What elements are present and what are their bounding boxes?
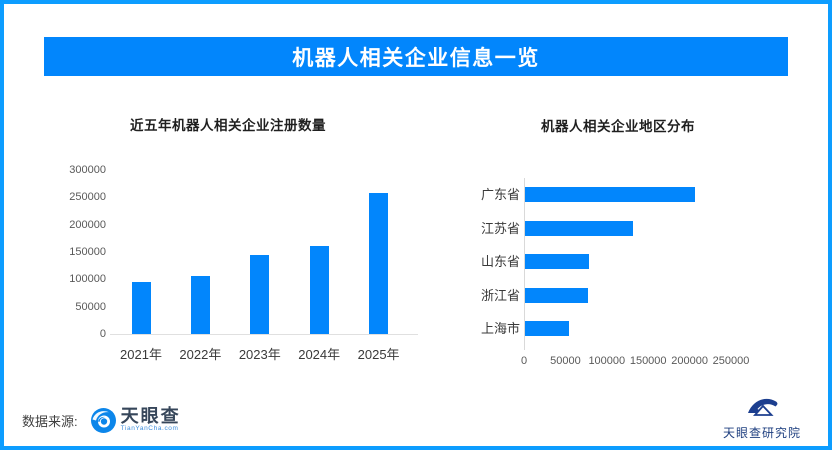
x-tick-label: 250000	[712, 355, 750, 367]
bar	[309, 245, 329, 334]
x-category-label: 2021年	[120, 347, 162, 362]
bar	[525, 321, 569, 336]
registration-bar-chart: 0 50000 100000 150000 200000 250000 300000 2021…	[68, 162, 428, 362]
data-source-label: 数据来源:	[22, 413, 78, 429]
bar	[250, 254, 270, 334]
bar	[525, 287, 588, 303]
bar	[525, 254, 589, 269]
institute-logo-icon	[748, 398, 778, 416]
x-tick-label: 50000	[550, 355, 581, 367]
y-tick-label: 0	[99, 328, 106, 340]
x-tick-label: 200000	[671, 355, 708, 367]
bar	[190, 275, 210, 334]
bar	[525, 220, 633, 236]
data-source-block: 数据来源: 天眼查 TianYanCha.com	[22, 403, 181, 437]
tianyancha-eye-icon	[90, 407, 116, 433]
y-tick-label: 50000	[75, 300, 106, 313]
region-bar-chart: 广东省江苏省山东省浙江省上海市 0 50000 100000 150000 200000 2…	[468, 170, 798, 380]
y-tick-label: 200000	[69, 218, 106, 231]
registration-chart-title: 近五年机器人相关企业注册数量	[130, 118, 326, 133]
y-tick-label: 150000	[69, 246, 106, 258]
x-category-label: 2022年	[179, 347, 222, 362]
tianyancha-logo: 天眼查 TianYanCha.com	[90, 407, 181, 434]
x-tick-label: 100000	[588, 355, 626, 367]
y-axis-line	[524, 178, 525, 350]
y-tick-label: 100000	[69, 273, 106, 286]
page-title: 机器人相关企业信息一览	[44, 37, 788, 76]
y-tick-label: 250000	[69, 191, 106, 204]
institute-logo-block: 天眼查研究院	[712, 395, 812, 441]
y-category-label: 江苏省	[480, 220, 520, 236]
x-category-label: 2023年	[238, 347, 281, 362]
y-category-label: 山东省	[480, 254, 520, 269]
region-chart-title: 机器人相关企业地区分布	[541, 119, 695, 134]
y-category-label: 上海市	[480, 321, 520, 336]
x-axis-line	[110, 334, 418, 335]
x-category-label: 2024年	[298, 347, 341, 362]
x-tick-label: 150000	[629, 355, 667, 367]
y-category-label: 广东省	[480, 187, 520, 202]
y-tick-label: 300000	[69, 164, 106, 176]
x-category-label: 2025年	[357, 347, 400, 362]
institute-name: 天眼查研究院	[722, 426, 801, 440]
tianyancha-logo-text: 天眼查	[120, 406, 181, 427]
bar	[525, 187, 695, 202]
bar	[369, 192, 389, 334]
bar	[131, 282, 151, 334]
y-category-label: 浙江省	[480, 287, 520, 303]
tianyancha-logo-text-block: 天眼查 TianYanCha.com	[121, 407, 181, 433]
tianyancha-logo-subtext: TianYanCha.com	[120, 425, 179, 433]
x-tick-label: 0	[520, 355, 528, 367]
